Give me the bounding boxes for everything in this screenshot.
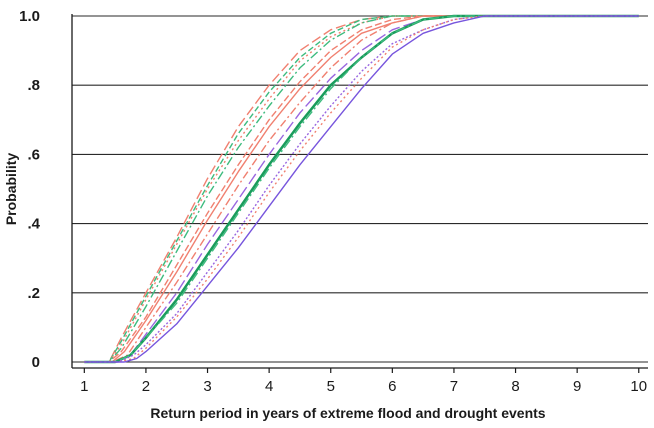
x-tick-label: 6 — [388, 378, 396, 395]
x-axis-title: Return period in years of extreme flood … — [150, 405, 545, 421]
y-tick-label: 1.0 — [19, 8, 40, 25]
series-line-6 — [84, 15, 639, 363]
x-tick-label: 8 — [511, 378, 519, 395]
series-line-13 — [84, 15, 639, 363]
series-line-7 — [84, 15, 639, 363]
axes — [71, 14, 648, 373]
series-line-3 — [84, 15, 639, 363]
grid — [72, 15, 648, 363]
series-line-9 — [84, 14, 639, 364]
series-line-10 — [84, 15, 639, 363]
x-tick-labels: 1 2 3 4 5 6 7 8 9 10 — [80, 378, 647, 395]
y-tick-label: .2 — [27, 285, 40, 302]
series-line-5 — [84, 15, 639, 363]
y-tick-label: .6 — [27, 146, 40, 163]
x-tick-label: 4 — [265, 378, 273, 395]
y-tick-label: 0 — [32, 354, 40, 371]
series-line-1 — [84, 15, 639, 363]
series-line-2 — [84, 15, 639, 363]
x-tick-label: 10 — [630, 378, 647, 395]
x-tick-label: 9 — [573, 378, 581, 395]
x-tick-label: 7 — [450, 378, 458, 395]
x-tick-label: 3 — [203, 378, 211, 395]
x-tick-label: 2 — [142, 378, 150, 395]
y-tick-label: .4 — [27, 216, 40, 233]
y-axis-title: Probability — [3, 153, 19, 226]
x-tick-label: 5 — [327, 378, 335, 395]
y-tick-labels: 0 .2 .4 .6 .8 1.0 — [19, 8, 41, 371]
series-line-12 — [84, 15, 639, 363]
x-tick-label: 1 — [80, 378, 88, 395]
series-lines — [84, 14, 639, 364]
series-line-4 — [84, 15, 639, 363]
y-tick-label: .8 — [27, 77, 40, 94]
